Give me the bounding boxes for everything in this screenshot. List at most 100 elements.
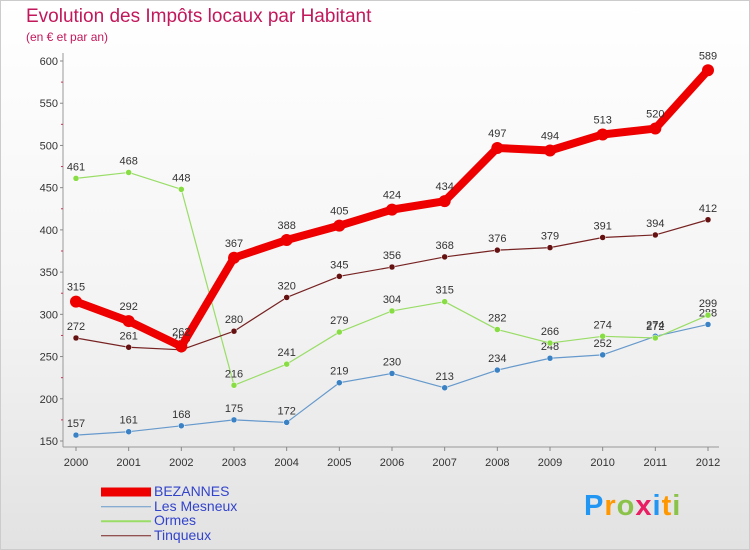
data-label: 292 (119, 301, 137, 313)
data-point (336, 328, 343, 336)
x-tick-label: 2008 (485, 457, 509, 469)
data-label: 230 (383, 356, 401, 368)
brand-letter: i (652, 490, 662, 522)
data-label: 252 (593, 338, 611, 350)
x-tick-label: 2010 (590, 457, 614, 469)
y-tick-label: 550 (40, 98, 58, 110)
data-label: 157 (67, 418, 85, 430)
data-point (441, 384, 448, 392)
legend-label: BEZANNES (154, 483, 230, 499)
data-label: 405 (330, 206, 348, 218)
data-label: 424 (383, 190, 401, 202)
data-label: 315 (67, 282, 85, 294)
data-label: 376 (488, 233, 506, 245)
data-point (652, 231, 659, 239)
legend-swatch (101, 520, 151, 522)
data-point (438, 195, 451, 208)
x-tick-label: 2004 (274, 457, 298, 469)
data-point (494, 326, 501, 333)
data-label: 248 (541, 341, 559, 353)
data-point (599, 234, 606, 241)
series-les-mesneux: 157161168175172219230213234248252274288 (67, 307, 717, 439)
data-point (388, 307, 396, 315)
data-point (599, 351, 606, 359)
legend-item-bezannes: BEZANNES (101, 483, 351, 500)
data-point (388, 263, 396, 271)
x-tick-label: 2005 (327, 457, 351, 469)
data-label: 161 (119, 415, 137, 427)
y-tick-label: 300 (40, 309, 58, 321)
data-label: 391 (593, 220, 611, 232)
data-label: 461 (67, 161, 85, 173)
data-label: 261 (119, 330, 137, 342)
y-tick-label: 500 (40, 140, 58, 152)
data-point (544, 144, 556, 157)
data-point (230, 416, 238, 424)
data-label: 468 (119, 155, 137, 167)
data-point (491, 141, 504, 154)
y-tick-label: 350 (40, 267, 58, 279)
x-tick-label: 2003 (222, 457, 246, 469)
data-label: 513 (593, 114, 611, 126)
data-label: 280 (225, 314, 243, 326)
data-point (333, 219, 346, 232)
data-label: 241 (277, 347, 295, 359)
data-point (336, 379, 343, 386)
y-tick-label: 600 (40, 56, 58, 68)
brand-letter: r (604, 490, 617, 522)
data-point (441, 298, 448, 305)
legend-label: Tinqueux (154, 526, 212, 543)
data-label: 272 (646, 321, 664, 333)
data-label: 494 (541, 131, 559, 143)
data-label: 356 (383, 250, 401, 262)
data-point (546, 339, 554, 347)
data-label: 345 (330, 259, 348, 271)
legend-swatch (101, 535, 151, 537)
data-label: 175 (225, 403, 243, 415)
data-point (494, 246, 501, 254)
data-label: 266 (541, 326, 559, 338)
data-label: 368 (435, 240, 453, 252)
data-label: 262 (172, 326, 190, 338)
data-label: 379 (541, 231, 559, 243)
chart-title: Evolution des Impôts locaux par Habitant (26, 6, 372, 27)
data-point (72, 175, 80, 182)
data-point (178, 186, 185, 193)
chart-subtitle: (en € et par an) (26, 30, 109, 44)
data-label: 274 (593, 319, 611, 331)
data-point (283, 294, 290, 301)
data-label: 219 (330, 366, 348, 378)
data-point (125, 344, 132, 351)
data-point (175, 340, 188, 353)
data-label: 367 (225, 238, 243, 250)
data-point (441, 253, 448, 261)
data-point (72, 431, 80, 439)
data-point (702, 64, 714, 77)
data-point (283, 419, 290, 426)
data-label: 213 (435, 371, 453, 383)
x-tick-label: 2011 (644, 457, 668, 469)
data-point (230, 327, 238, 335)
data-point (704, 311, 712, 319)
data-label: 279 (330, 315, 348, 327)
data-label: 168 (172, 409, 190, 421)
data-point (596, 128, 609, 141)
brand-letter: P (584, 490, 605, 522)
data-label: 172 (277, 405, 295, 417)
x-tick-label: 2012 (696, 457, 720, 469)
data-point (125, 169, 132, 176)
data-point (72, 334, 80, 342)
legend-item-ormes: Ormes (101, 512, 351, 529)
chart-legend: BEZANNES Les Mesneux Ormes Tinqueux (101, 483, 351, 543)
data-point (70, 295, 82, 308)
y-tick-label: 150 (40, 436, 58, 448)
data-point (599, 333, 606, 340)
data-label: 216 (225, 368, 243, 380)
data-point (704, 216, 712, 224)
legend-label: Ormes (154, 512, 196, 528)
proxiti-logo: Proxiti (584, 490, 681, 523)
